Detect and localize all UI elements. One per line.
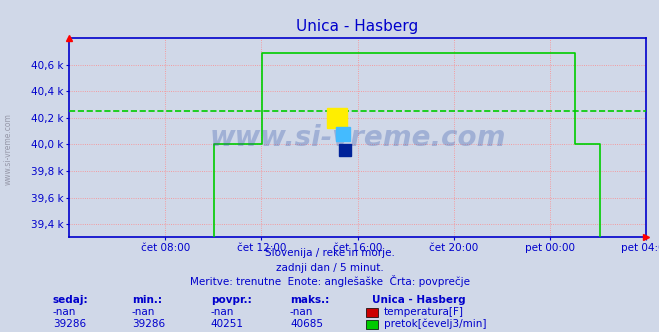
Text: povpr.:: povpr.:	[211, 295, 252, 305]
Text: 40685: 40685	[290, 319, 323, 329]
Text: maks.:: maks.:	[290, 295, 330, 305]
Text: Slovenija / reke in morje.: Slovenija / reke in morje.	[264, 248, 395, 258]
Text: -nan: -nan	[53, 307, 76, 317]
Text: temperatura[F]: temperatura[F]	[384, 307, 463, 317]
Text: zadnji dan / 5 minut.: zadnji dan / 5 minut.	[275, 263, 384, 273]
Text: -nan: -nan	[132, 307, 155, 317]
Text: 39286: 39286	[132, 319, 165, 329]
Text: -nan: -nan	[211, 307, 234, 317]
Text: 40251: 40251	[211, 319, 244, 329]
Text: www.si-vreme.com: www.si-vreme.com	[210, 124, 505, 152]
Text: min.:: min.:	[132, 295, 162, 305]
Text: pretok[čevelj3/min]: pretok[čevelj3/min]	[384, 318, 486, 329]
Text: sedaj:: sedaj:	[53, 295, 88, 305]
Text: -nan: -nan	[290, 307, 313, 317]
Text: Unica - Hasberg: Unica - Hasberg	[372, 295, 466, 305]
Text: www.si-vreme.com: www.si-vreme.com	[3, 114, 13, 185]
Title: Unica - Hasberg: Unica - Hasberg	[297, 19, 418, 34]
Text: 39286: 39286	[53, 319, 86, 329]
Text: Meritve: trenutne  Enote: anglešaške  Črta: povprečje: Meritve: trenutne Enote: anglešaške Črta…	[190, 275, 469, 287]
